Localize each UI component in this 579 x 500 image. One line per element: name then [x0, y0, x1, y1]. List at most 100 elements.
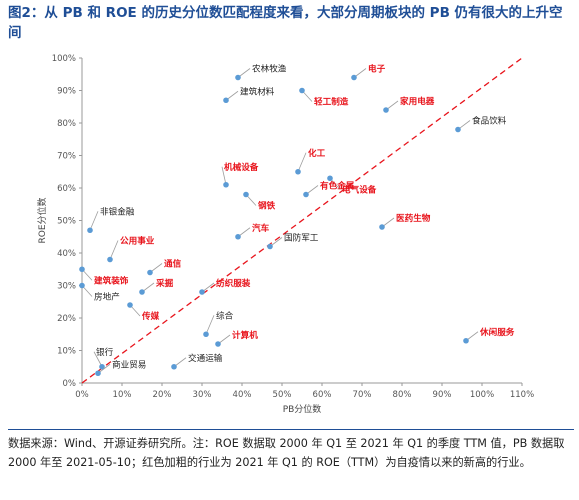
data-point: 机械设备: [221, 161, 259, 188]
y-tick-label: 20%: [57, 314, 76, 324]
point-marker: [299, 87, 305, 94]
x-tick-label: 0%: [75, 390, 89, 400]
point-leader-line: [297, 152, 307, 172]
point-label: 电气设备: [342, 183, 377, 195]
y-tick-label: 0%: [63, 379, 77, 389]
y-tick-label: 90%: [57, 87, 76, 97]
point-marker: [171, 363, 177, 370]
point-marker: [139, 289, 145, 295]
point-marker: [87, 227, 93, 234]
point-label: 国防军工: [284, 232, 319, 244]
x-axis-label: PB分位数: [283, 403, 322, 415]
data-point: 建筑材料: [223, 85, 275, 104]
x-tick-label: 30%: [193, 390, 212, 400]
point-label: 休闲服务: [479, 326, 515, 338]
data-point: 综合: [203, 309, 234, 338]
x-tick-label: 20%: [153, 390, 172, 400]
point-label: 建筑材料: [240, 85, 275, 97]
point-marker: [79, 282, 85, 289]
data-point: 传媒: [127, 302, 160, 322]
point-marker: [223, 97, 229, 104]
point-marker: [79, 266, 85, 273]
point-leader-line: [109, 240, 119, 260]
point-label: 综合: [216, 309, 234, 321]
point-label: 食品饮料: [472, 115, 507, 127]
data-point: 采掘: [139, 277, 174, 295]
point-label: 医药生物: [396, 212, 431, 224]
point-label: 机械设备: [224, 161, 259, 173]
point-marker: [351, 74, 357, 81]
data-point: 通信: [147, 258, 182, 276]
data-point: 商业贸易: [95, 358, 146, 377]
data-point: 化工: [295, 147, 326, 175]
data-point: 建筑装饰: [79, 266, 129, 286]
diagonal-reference-line: [81, 57, 523, 384]
point-marker: [127, 302, 133, 308]
point-label: 家用电器: [400, 95, 435, 107]
point-marker: [203, 331, 209, 338]
point-label: 农林牧渔: [252, 63, 287, 75]
point-marker: [243, 191, 249, 198]
data-point: 电子: [351, 63, 386, 81]
y-tick-label: 100%: [52, 54, 76, 64]
point-marker: [235, 74, 241, 81]
y-tick-label: 50%: [57, 217, 76, 227]
data-point: 电气设备: [327, 175, 377, 195]
point-marker: [223, 181, 229, 188]
point-leader-line: [93, 351, 103, 367]
data-point: 公用事业: [107, 235, 155, 263]
figure-source-note: 数据来源：Wind、开源证券研究所。注：ROE 数据取 2000 年 Q1 至 …: [8, 429, 574, 472]
point-marker: [95, 370, 101, 377]
axes-group: 0% 10% 20% 30% 40% 50% 60% 70% 80% 90% 100% 110% 0% 1…: [52, 54, 534, 400]
figure-title: 图2：从 PB 和 ROE 的历史分位数匹配程度来看，大部分周期板块的 PB 仍…: [8, 5, 563, 41]
point-label: 采掘: [155, 277, 174, 289]
data-point: 计算机: [215, 329, 258, 347]
point-marker: [199, 289, 205, 295]
point-leader-line: [221, 166, 227, 185]
data-point: 国防军工: [267, 232, 319, 250]
point-label: 纺织服装: [216, 277, 251, 289]
data-point: 钢铁: [243, 191, 276, 212]
x-tick-label: 80%: [393, 390, 412, 400]
point-marker: [235, 233, 241, 240]
point-marker: [295, 168, 301, 175]
x-tick-label: 60%: [313, 390, 332, 400]
data-point: 农林牧渔: [235, 63, 287, 81]
x-tick-label: 10%: [113, 390, 132, 400]
data-point: 纺织服装: [199, 277, 251, 295]
point-label: 银行: [96, 346, 114, 358]
y-axis-label: ROE分位数: [36, 197, 48, 243]
point-label: 交通运输: [188, 352, 223, 364]
data-point: 非银金融: [87, 205, 135, 234]
point-leader-line: [89, 211, 99, 231]
point-marker: [303, 191, 309, 198]
point-marker: [455, 126, 461, 133]
data-point: 食品饮料: [455, 115, 507, 133]
data-point: 轻工制造: [299, 87, 349, 108]
x-tick-label: 50%: [273, 390, 292, 400]
x-tick-label: 110%: [510, 390, 534, 400]
point-marker: [99, 363, 105, 370]
point-label: 计算机: [232, 329, 258, 341]
point-marker: [107, 256, 113, 263]
data-point: 有色金属: [303, 180, 354, 198]
point-marker: [379, 224, 385, 230]
point-label: 钢铁: [258, 200, 276, 212]
point-label: 电子: [368, 63, 386, 75]
data-point: 休闲服务: [463, 326, 515, 344]
data-point: 家用电器: [383, 95, 435, 113]
point-label: 轻工制造: [314, 96, 349, 108]
point-marker: [327, 175, 333, 182]
point-marker: [463, 337, 469, 344]
point-label: 商业贸易: [112, 358, 146, 370]
y-tick-label: 60%: [57, 184, 76, 194]
y-tick-label: 70%: [57, 152, 76, 162]
point-label: 传媒: [141, 310, 160, 322]
x-tick-label: 90%: [433, 390, 452, 400]
data-point: 汽车: [235, 222, 270, 240]
point-label: 通信: [164, 258, 182, 270]
point-label: 化工: [308, 147, 326, 159]
x-tick-label: 40%: [233, 390, 252, 400]
point-marker: [267, 243, 273, 250]
